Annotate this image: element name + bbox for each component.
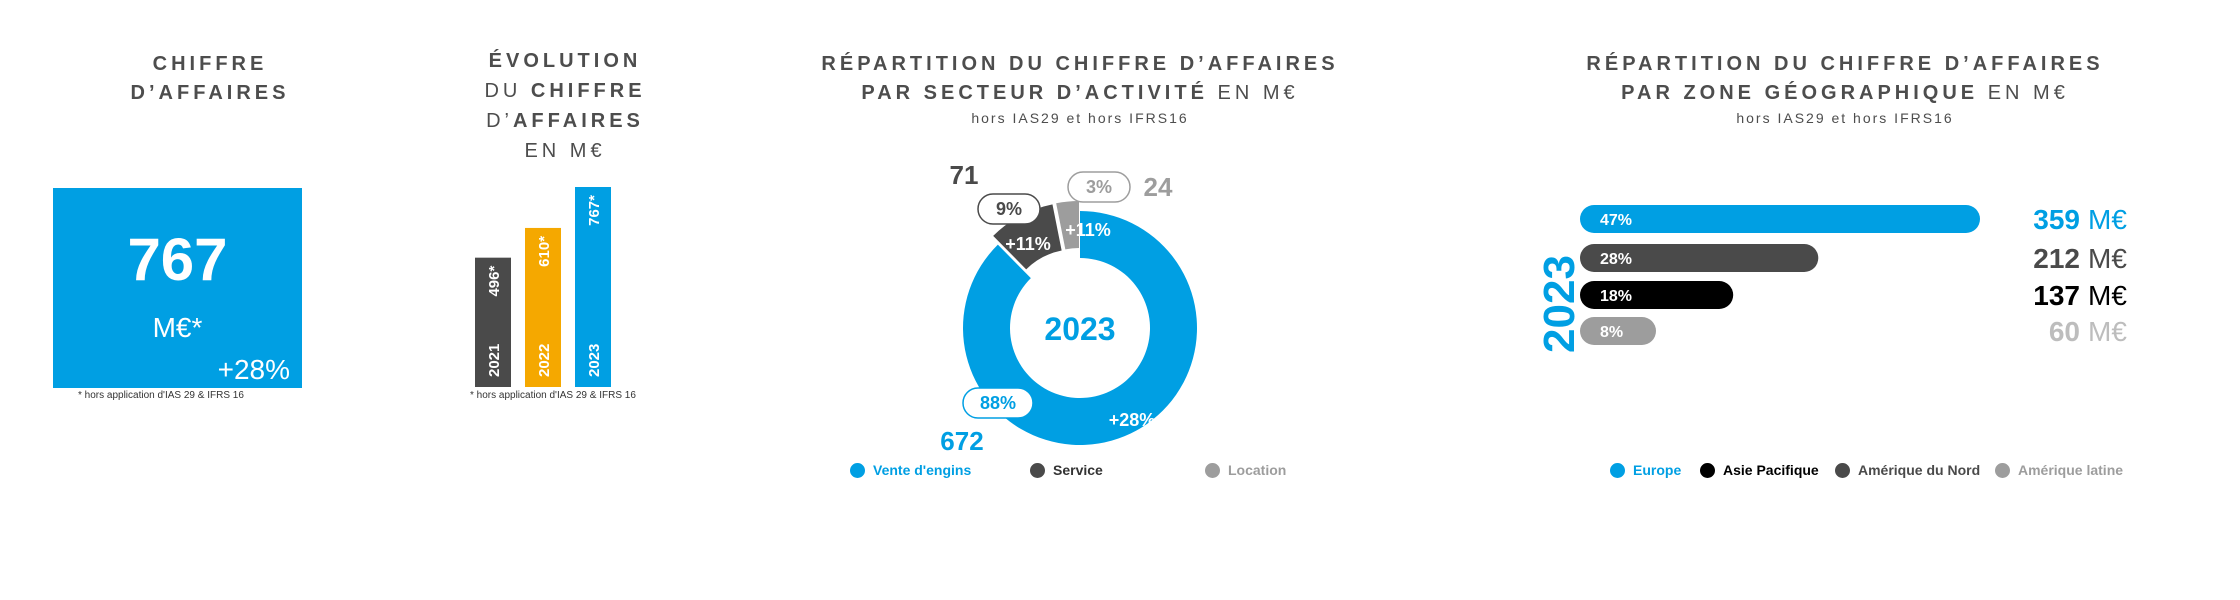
bar-value-label: 610* xyxy=(536,236,553,267)
geo-unit-label: M€ xyxy=(2088,280,2127,311)
legend-label: Location xyxy=(1228,462,1287,478)
slice-value-label: 672 xyxy=(940,426,983,456)
panel4-subtitle: hors IAS29 et hors IFRS16 xyxy=(1736,110,1954,126)
activity-legend: Vente d'engins Service Location xyxy=(850,462,1310,486)
slice-value-label: 24 xyxy=(1144,172,1173,202)
panel1-footnote: * hors application d'IAS 29 & IFRS 16 xyxy=(78,390,244,401)
slice-growth-label: +11% xyxy=(1065,220,1111,240)
bar-2022 xyxy=(525,227,561,387)
revenue-growth: +28% xyxy=(217,354,290,385)
legend-item: Location xyxy=(1205,462,1286,478)
geo-value-label: 359 xyxy=(2033,204,2080,235)
legend-dot xyxy=(1030,462,1045,478)
bar-2023 xyxy=(575,187,611,387)
panel2-title-line1: ÉVOLUTION xyxy=(488,50,642,72)
legend-label: Service xyxy=(1053,462,1103,478)
panel3-title-line2-light: EN M€ xyxy=(1207,82,1299,104)
panel2-title-line3-light: D’ xyxy=(486,110,513,132)
legend-item: Vente d'engins xyxy=(850,462,971,478)
panel2-title-line2-bold: CHIFFRE xyxy=(530,80,646,102)
geo-legend: Europe Asie Pacifique Amérique du Nord Amér… xyxy=(1610,462,2130,486)
revenue-box: 767 M€* +28% xyxy=(53,188,302,388)
panel2-footnote: * hors application d'IAS 29 & IFRS 16 xyxy=(470,390,636,401)
geo-bar xyxy=(1580,317,1656,345)
panel1-title-line1: CHIFFRE xyxy=(152,53,268,75)
slice-growth-label: +28% xyxy=(1109,410,1156,430)
panel4-title-line1: RÉPARTITION DU CHIFFRE D’AFFAIRES xyxy=(1586,53,2104,75)
legend-item: Asie Pacifique xyxy=(1700,462,1819,478)
legend-dot xyxy=(850,462,865,478)
panel2-title-line3-bold: AFFAIRES xyxy=(512,110,644,132)
bar-category-label: 2022 xyxy=(536,344,553,377)
donut-slice xyxy=(1056,201,1080,250)
geo-share-label: 28% xyxy=(1600,251,1632,268)
evolution-bar-chart: 2021 496* 2022 610* 2023 767* xyxy=(475,187,611,387)
geo-value-label: 212 xyxy=(2033,243,2080,274)
slice-share-pill xyxy=(977,193,1041,225)
legend-dot xyxy=(1205,462,1220,478)
geo-bar xyxy=(1580,281,1734,309)
panel2-title-line2-light: DU xyxy=(484,80,531,102)
bar-value-label: 767* xyxy=(586,195,603,226)
slice-growth-label: +11% xyxy=(1005,234,1051,254)
geo-bar xyxy=(1580,205,1980,233)
panel3-subtitle: hors IAS29 et hors IFRS16 xyxy=(971,110,1189,126)
panel4-title-line2-light: EN M€ xyxy=(1978,82,2069,104)
bar-value-label: 496* xyxy=(486,266,503,297)
legend-item: Amérique du Nord xyxy=(1835,462,1980,478)
bar-category-label: 2021 xyxy=(486,344,503,377)
legend-label: Amérique du Nord xyxy=(1858,462,1981,478)
slice-value-label: 71 xyxy=(950,160,979,190)
activity-donut-chart: 2023 +28% +11% +11% 88% 9% 3% 672 71 24 xyxy=(940,160,1197,456)
legend-label: Europe xyxy=(1633,462,1682,478)
bar-category-label: 2023 xyxy=(586,344,603,377)
revenue-value: 767 xyxy=(127,226,228,293)
geo-unit-label: M€ xyxy=(2088,243,2127,274)
legend-item: Europe xyxy=(1610,462,1681,478)
legend-dot xyxy=(1995,462,2010,478)
legend-dot xyxy=(1610,462,1625,478)
donut-slice xyxy=(963,211,1197,445)
panel4-title-line2-bold: PAR ZONE GÉOGRAPHIQUE xyxy=(1621,82,1979,104)
bar-2021 xyxy=(475,257,511,387)
panel2-title: ÉVOLUTION DU CHIFFRE D’AFFAIRES EN M€ xyxy=(440,46,690,166)
panel3-title-line2-bold: PAR SECTEUR D’ACTIVITÉ xyxy=(861,82,1208,104)
geo-bar xyxy=(1580,244,1819,272)
geo-share-label: 8% xyxy=(1600,324,1623,341)
donut-slice xyxy=(993,204,1062,270)
panel1-title-line2: D’AFFAIRES xyxy=(130,82,290,104)
legend-label: Vente d'engins xyxy=(873,462,972,478)
geo-unit-label: M€ xyxy=(2088,204,2127,235)
revenue-unit: M€* xyxy=(152,312,203,343)
panel3-title-line1: RÉPARTITION DU CHIFFRE D’AFFAIRES xyxy=(821,53,1339,75)
geo-bar-chart: 47% 359 M€ 28% 212 M€ 18% 137 M€ 8% 60 M€ xyxy=(1580,204,2127,347)
slice-share-pill xyxy=(962,387,1034,419)
legend-label: Asie Pacifique xyxy=(1723,462,1819,478)
slice-share-label: 3% xyxy=(1086,177,1112,197)
slice-share-label: 88% xyxy=(980,393,1016,413)
legend-item: Service xyxy=(1030,462,1103,478)
geo-unit-label: M€ xyxy=(2088,316,2127,347)
geo-value-label: 60 xyxy=(2049,316,2080,347)
legend-label: Amérique latine xyxy=(2018,462,2124,478)
legend-dot xyxy=(1835,462,1850,478)
slice-share-pill xyxy=(1067,171,1131,203)
geo-share-label: 47% xyxy=(1600,212,1632,229)
panel2-title-line4: EN M€ xyxy=(524,140,606,162)
legend-dot xyxy=(1700,462,1715,478)
donut-center-label: 2023 xyxy=(1044,311,1115,347)
geo-value-label: 137 xyxy=(2033,280,2080,311)
legend-item: Amérique latine xyxy=(1995,462,2123,478)
geo-share-label: 18% xyxy=(1600,288,1632,305)
panel4-title: RÉPARTITION DU CHIFFRE D’AFFAIRES PAR ZO… xyxy=(1545,50,2145,108)
panel3-title: RÉPARTITION DU CHIFFRE D’AFFAIRES PAR SE… xyxy=(780,50,1380,108)
panel1-title: CHIFFRE D’AFFAIRES xyxy=(90,50,330,108)
slice-share-label: 9% xyxy=(996,199,1022,219)
